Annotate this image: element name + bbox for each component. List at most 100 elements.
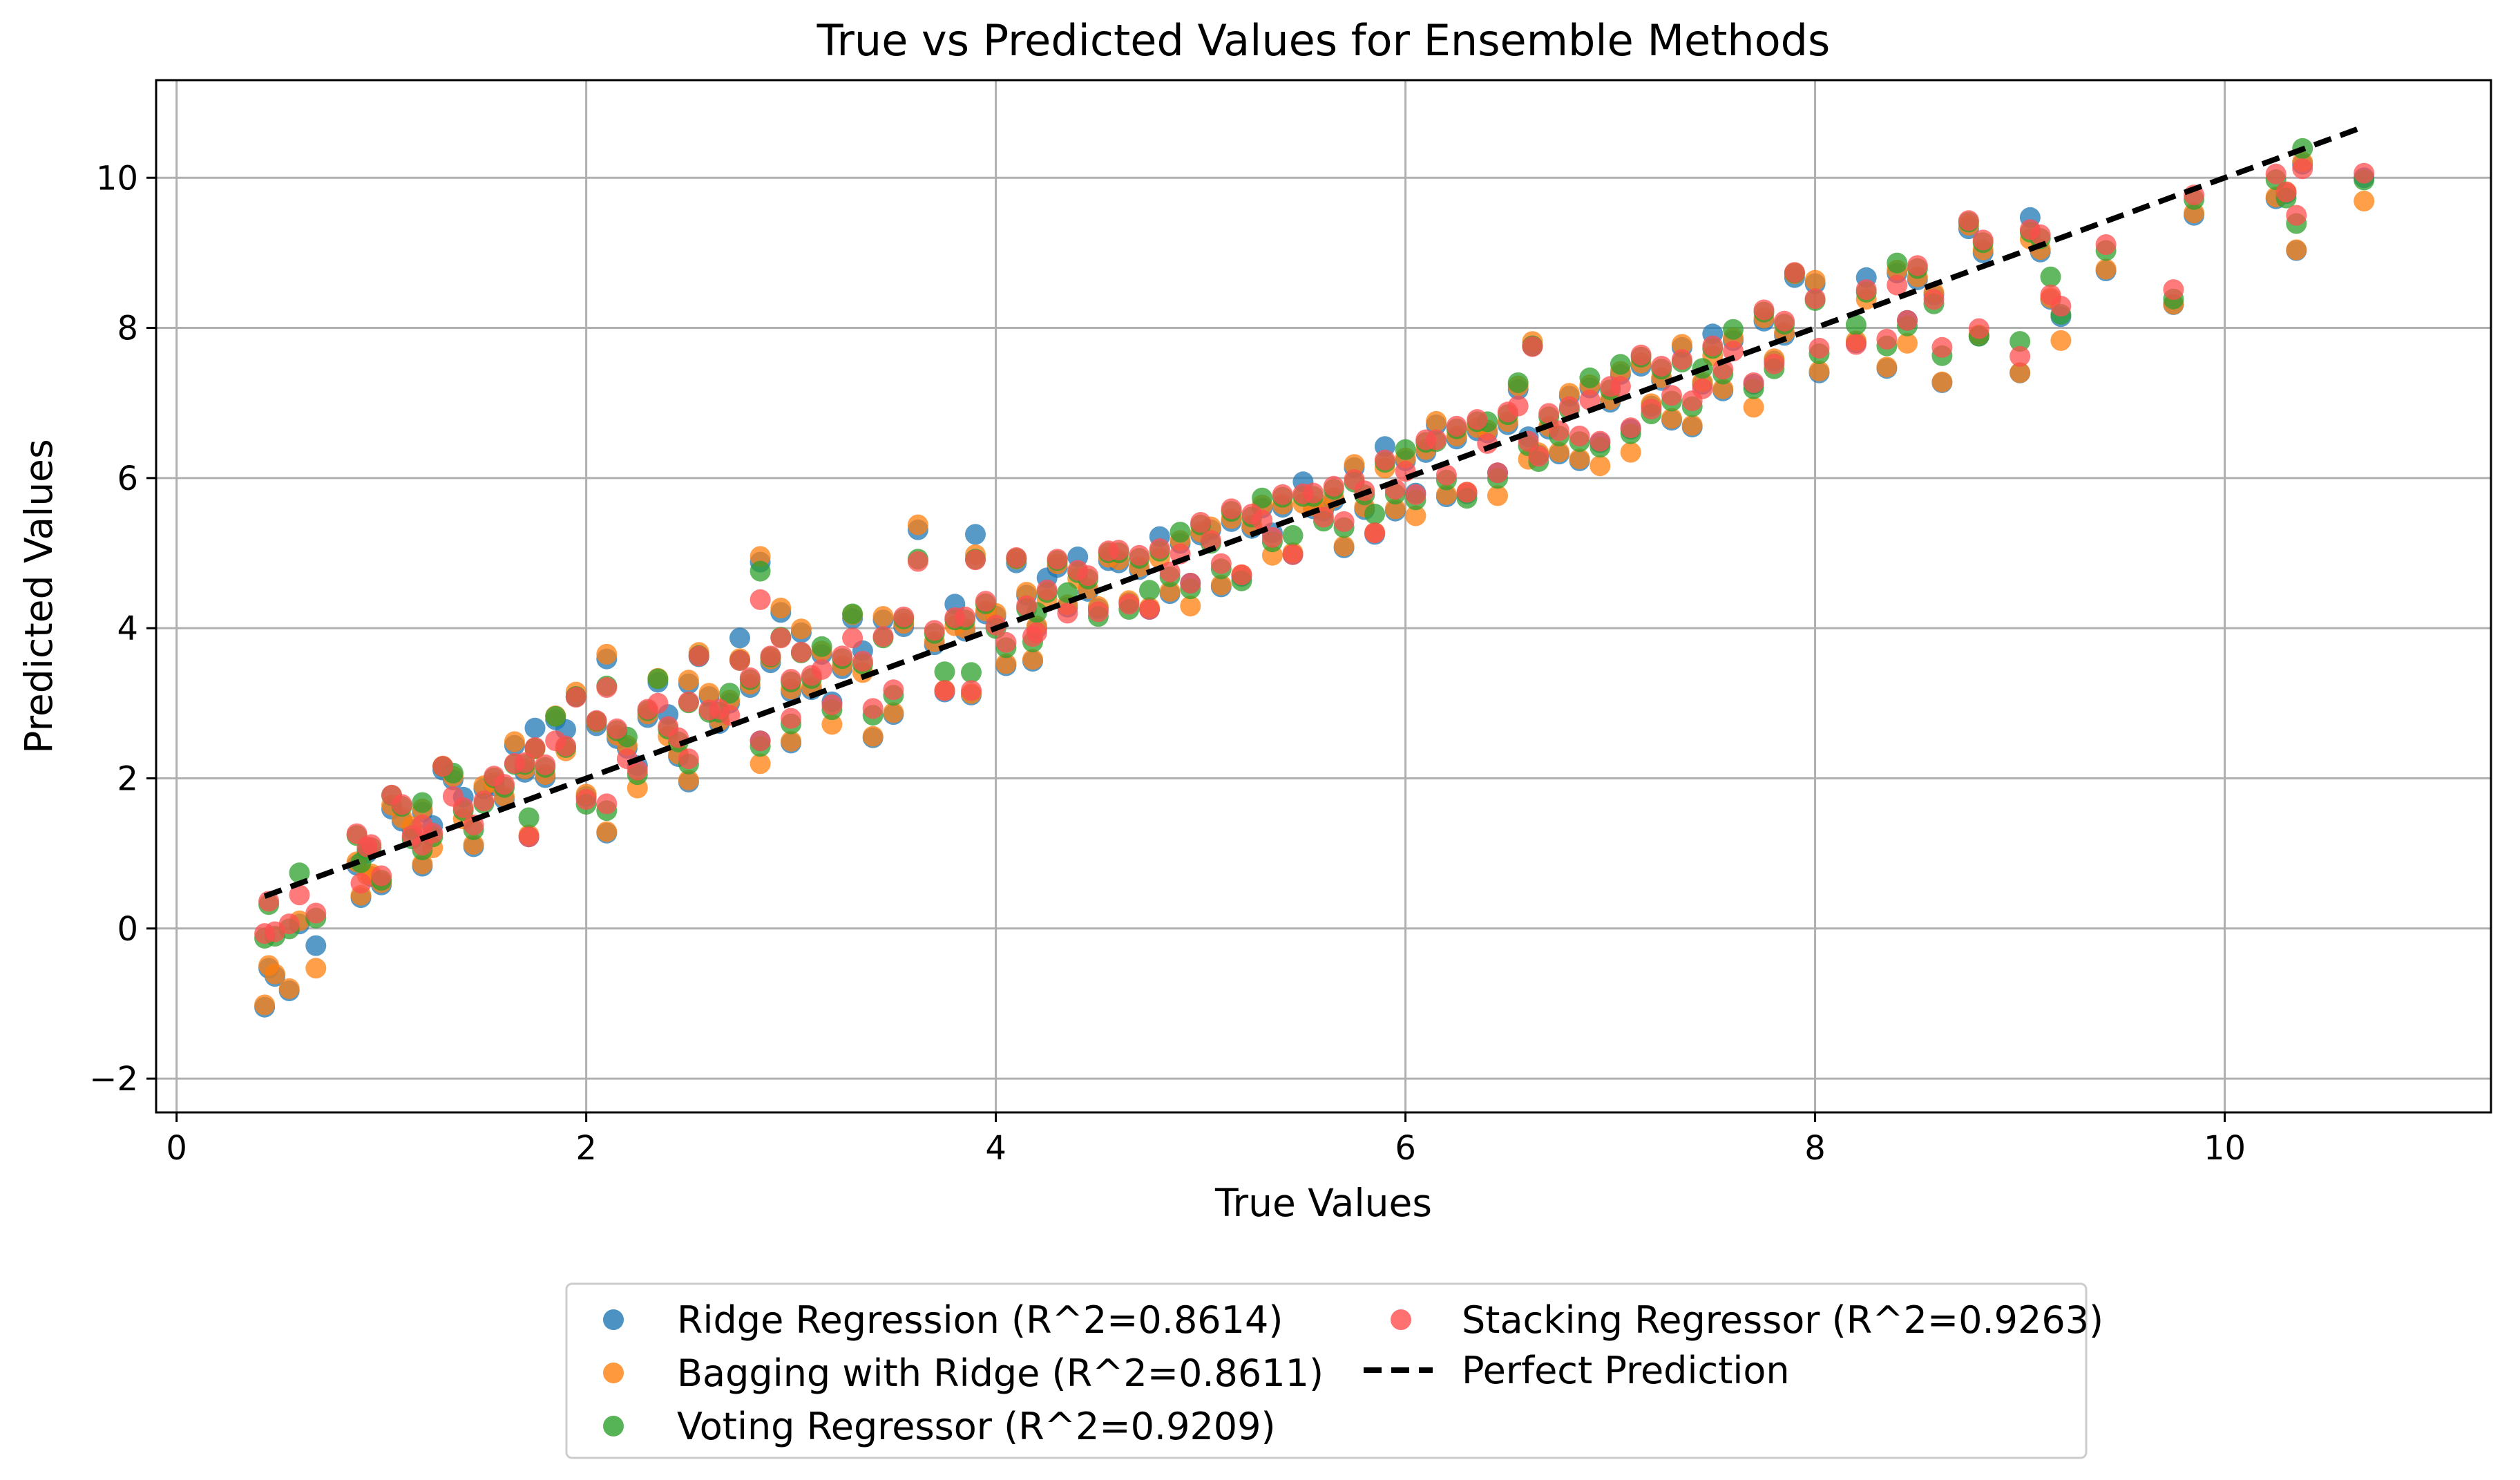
bagging-point <box>2354 191 2375 211</box>
stacking-point <box>596 793 618 815</box>
y-axis-label: Predicted Values <box>17 439 61 753</box>
stacking-point <box>1323 475 1344 497</box>
bagging-point <box>1743 397 1764 418</box>
bagging-point <box>1804 269 1826 291</box>
stacking-point <box>1558 396 1580 417</box>
stacking-point <box>1026 622 1047 643</box>
plot-frame <box>155 79 2492 1114</box>
stacking-point <box>1456 482 1478 503</box>
stacking-point <box>1129 544 1150 566</box>
legend-marker-ridge <box>603 1309 624 1330</box>
stacking-point <box>1808 337 1830 359</box>
stacking-point <box>1968 318 1989 339</box>
stacking-point <box>607 718 628 739</box>
legend-marker-voting <box>603 1416 624 1436</box>
stacking-point <box>739 667 761 688</box>
stacking-point <box>1887 274 1908 296</box>
stacking-point <box>1047 549 1068 570</box>
ridge-point <box>729 627 750 649</box>
x-tick-label: 8 <box>1804 1129 1826 1168</box>
stacking-point <box>1764 353 1785 374</box>
stacking-point <box>350 873 372 894</box>
bagging-point <box>781 730 802 752</box>
bagging-point <box>872 606 894 627</box>
voting-point <box>1139 580 1160 601</box>
stacking-point <box>1610 376 1631 397</box>
legend-label-perfect-prediction: Perfect Prediction <box>1462 1349 1790 1392</box>
stacking-point <box>1333 511 1355 532</box>
stacking-point <box>1016 595 1038 616</box>
bagging-point <box>750 546 771 567</box>
legend-label-bagging: Bagging with Ridge (R^2=0.8611) <box>677 1351 1324 1395</box>
stacking-point <box>955 606 976 627</box>
stacking-point <box>842 627 863 649</box>
stacking-point <box>452 797 474 818</box>
x-tick-label: 0 <box>166 1129 187 1168</box>
stacking-point <box>781 708 802 729</box>
stacking-point <box>473 790 495 812</box>
bagging-point <box>770 598 792 618</box>
stacking-point <box>832 645 853 667</box>
y-tick-label: 4 <box>117 609 138 648</box>
stacking-point <box>518 826 540 848</box>
stacking-point <box>924 620 945 641</box>
stacking-point <box>1487 462 1508 484</box>
legend-label-stacking: Stacking Regressor (R^2=0.9263) <box>1462 1298 2103 1342</box>
legend: Ridge Regression (R^2=0.8614) Bagging wi… <box>565 1282 2103 1459</box>
bagging-point <box>995 653 1017 674</box>
bagging-point <box>1712 378 1734 399</box>
stacking-point <box>862 698 884 719</box>
stacking-point <box>1303 482 1324 504</box>
bagging-point <box>1569 448 1590 470</box>
stacking-point <box>770 627 792 649</box>
stacking-point <box>2050 296 2072 317</box>
stacking-point <box>432 756 454 777</box>
bagging-point <box>1344 454 1365 475</box>
stacking-point <box>1364 522 1386 544</box>
stacking-point <box>2265 163 2287 184</box>
stacking-point <box>1507 395 1529 417</box>
stacking-point <box>1641 398 1662 419</box>
stacking-point <box>1661 385 1682 406</box>
stacking-point <box>1078 565 1098 587</box>
stacking-point <box>1528 446 1549 467</box>
stacking-point <box>1549 420 1569 442</box>
data-points <box>254 137 2375 1018</box>
stacking-point <box>1180 573 1201 594</box>
stacking-point <box>1620 417 1641 439</box>
voting-point <box>1170 522 1191 543</box>
stacking-point <box>1190 512 1212 533</box>
stacking-point <box>575 788 597 810</box>
bagging-point <box>1661 408 1682 429</box>
voting-point <box>518 807 540 828</box>
stacking-point <box>1692 378 1713 399</box>
stacking-point <box>1374 449 1395 471</box>
voting-point <box>719 683 741 704</box>
ridge-point <box>305 935 327 956</box>
legend-label-ridge: Ridge Regression (R^2=0.8614) <box>677 1298 1283 1342</box>
y-tick-label: 0 <box>117 910 138 949</box>
bagging-point <box>2010 362 2031 383</box>
voting-point <box>647 668 669 690</box>
stacking-point <box>371 865 392 886</box>
voting-point <box>545 705 566 727</box>
chart-title: True vs Predicted Values for Ensemble Me… <box>817 15 1831 66</box>
bagging-point <box>1487 485 1508 506</box>
voting-point <box>2010 331 2031 352</box>
bagging-point <box>1808 361 1830 381</box>
y-tick-label: −2 <box>89 1060 138 1099</box>
voting-point <box>750 560 771 582</box>
bagging-point <box>750 753 771 775</box>
stacking-point <box>678 691 699 712</box>
stacking-point <box>1210 553 1232 574</box>
stacking-point <box>1057 603 1078 624</box>
stacking-point <box>1651 356 1672 377</box>
stacking-point <box>514 752 535 773</box>
x-tick-label: 2 <box>575 1129 597 1168</box>
stacking-point <box>1261 526 1283 548</box>
stacking-point <box>1855 279 1877 301</box>
bagging-point <box>1620 442 1641 463</box>
stacking-point <box>1467 409 1488 430</box>
stacking-point <box>1569 426 1590 446</box>
